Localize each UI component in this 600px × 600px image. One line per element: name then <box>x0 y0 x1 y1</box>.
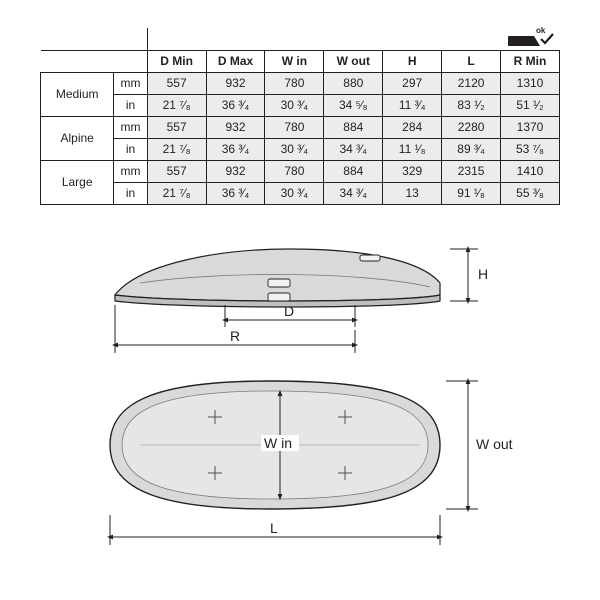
cell-mm: 932 <box>206 116 265 138</box>
cell-mm: 329 <box>383 160 442 182</box>
cell-in: 30 ³⁄₄ <box>265 138 324 160</box>
cell-in: 34 ³⁄₄ <box>324 138 383 160</box>
unit-in: in <box>114 182 147 204</box>
cell-mm: 2120 <box>442 72 501 94</box>
unit-in: in <box>114 94 147 116</box>
side-view <box>115 249 440 307</box>
cell-in: 21 ⁷⁄₈ <box>147 94 206 116</box>
cell-in: 21 ⁷⁄₈ <box>147 138 206 160</box>
cell-mm: 880 <box>324 72 383 94</box>
header-row: D Min D Max W in W out H L R Min <box>41 50 560 72</box>
cell-mm: 932 <box>206 72 265 94</box>
table-row: in21 ⁷⁄₈36 ³⁄₄30 ³⁄₄34 ⁵⁄₈11 ³⁄₄83 ¹⁄₂51… <box>41 94 560 116</box>
size-label: Medium <box>41 72 114 116</box>
cell-in: 55 ³⁄₈ <box>501 182 560 204</box>
cell-mm: 2280 <box>442 116 501 138</box>
cell-mm: 884 <box>324 160 383 182</box>
dim-wout: W out <box>446 381 513 509</box>
dim-r: R <box>115 305 355 353</box>
cell-mm: 557 <box>147 116 206 138</box>
col-l: L <box>442 50 501 72</box>
cell-in: 30 ³⁄₄ <box>265 94 324 116</box>
dim-l: L <box>110 515 440 545</box>
cell-in: 83 ¹⁄₂ <box>442 94 501 116</box>
cell-in: 51 ¹⁄₂ <box>501 94 560 116</box>
cell-in: 34 ³⁄₄ <box>324 182 383 204</box>
col-rmin: R Min <box>501 50 560 72</box>
col-h: H <box>383 50 442 72</box>
label-win: W in <box>264 435 292 451</box>
size-label: Alpine <box>41 116 114 160</box>
table-row: Alpinemm55793278088428422801370 <box>41 116 560 138</box>
unit-mm: mm <box>114 72 147 94</box>
col-dmin: D Min <box>147 50 206 72</box>
check-icon <box>540 32 554 46</box>
cell-in: 91 ¹⁄₈ <box>442 182 501 204</box>
cell-mm: 780 <box>265 116 324 138</box>
car-ok-icon: ok <box>508 28 552 46</box>
cell-in: 36 ³⁄₄ <box>206 182 265 204</box>
table-row: in21 ⁷⁄₈36 ³⁄₄30 ³⁄₄34 ³⁄₄1391 ¹⁄₈55 ³⁄₈ <box>41 182 560 204</box>
cell-in: 36 ³⁄₄ <box>206 94 265 116</box>
label-h: H <box>478 266 488 282</box>
unit-in: in <box>114 138 147 160</box>
cell-in: 36 ³⁄₄ <box>206 138 265 160</box>
cell-mm: 1410 <box>501 160 560 182</box>
table-row: in21 ⁷⁄₈36 ³⁄₄30 ³⁄₄34 ³⁄₄11 ¹⁄₈89 ³⁄₄53… <box>41 138 560 160</box>
cell-mm: 1310 <box>501 72 560 94</box>
cell-mm: 557 <box>147 72 206 94</box>
cell-in: 89 ³⁄₄ <box>442 138 501 160</box>
dim-h: H <box>450 249 488 301</box>
cell-mm: 1370 <box>501 116 560 138</box>
dimensions-table: ok D Min D Max W in W out H L R Min Medi… <box>40 28 560 205</box>
col-dmax: D Max <box>206 50 265 72</box>
ok-icon-cell: ok <box>501 28 560 50</box>
label-wout: W out <box>476 436 513 452</box>
cell-in: 34 ⁵⁄₈ <box>324 94 383 116</box>
dimension-diagram: H D R W in W out <box>80 235 535 585</box>
cell-in: 11 ¹⁄₈ <box>383 138 442 160</box>
unit-mm: mm <box>114 116 147 138</box>
cell-mm: 884 <box>324 116 383 138</box>
cell-mm: 932 <box>206 160 265 182</box>
cell-in: 53 ⁷⁄₈ <box>501 138 560 160</box>
label-l: L <box>270 520 278 536</box>
cell-in: 13 <box>383 182 442 204</box>
col-wout: W out <box>324 50 383 72</box>
cell-mm: 780 <box>265 72 324 94</box>
cell-mm: 284 <box>383 116 442 138</box>
unit-mm: mm <box>114 160 147 182</box>
corner-blank <box>41 28 148 50</box>
size-label: Large <box>41 160 114 204</box>
cell-mm: 780 <box>265 160 324 182</box>
table-row: Largemm55793278088432923151410 <box>41 160 560 182</box>
cell-mm: 557 <box>147 160 206 182</box>
table-row: Mediummm55793278088029721201310 <box>41 72 560 94</box>
cell-mm: 2315 <box>442 160 501 182</box>
cell-in: 30 ³⁄₄ <box>265 182 324 204</box>
label-d: D <box>284 303 294 319</box>
col-win: W in <box>265 50 324 72</box>
label-r: R <box>230 328 240 344</box>
cell-in: 21 ⁷⁄₈ <box>147 182 206 204</box>
cell-mm: 297 <box>383 72 442 94</box>
cell-in: 11 ³⁄₄ <box>383 94 442 116</box>
